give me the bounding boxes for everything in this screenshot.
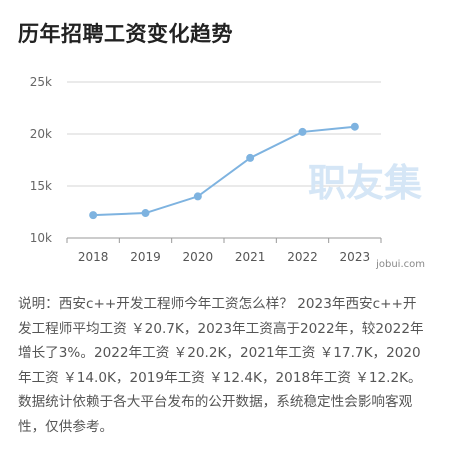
x-tick-label: 2021	[235, 250, 266, 264]
data-point	[89, 211, 98, 220]
data-point	[246, 153, 255, 162]
x-axis: 2018 2019 2020 2021 2022 2023	[66, 237, 382, 264]
data-point	[298, 127, 307, 136]
salary-series	[89, 122, 359, 220]
source-label: jobui.com	[375, 259, 425, 270]
x-tick-label: 2023	[340, 250, 371, 264]
watermark-text: 职友集	[308, 161, 422, 205]
data-point	[141, 209, 150, 218]
y-tick-label: 15k	[30, 179, 52, 193]
x-tick-label: 2022	[287, 250, 318, 264]
y-tick-label: 20k	[30, 127, 52, 141]
data-point	[193, 192, 202, 201]
y-axis-labels: 10k 15k 20k 25k	[30, 75, 52, 245]
x-tick-label: 2019	[130, 250, 161, 264]
description-text: 说明：西安c++开发工程师今年工资怎么样？ 2023年西安c++开发工程师平均工…	[18, 296, 424, 435]
series-line	[93, 125, 355, 217]
x-tick-label: 2018	[78, 250, 109, 264]
data-point	[350, 122, 359, 131]
x-tick-label: 2020	[183, 250, 214, 264]
y-tick-label: 10k	[30, 231, 52, 245]
chart-title: 历年招聘工资变化趋势	[18, 22, 233, 46]
salary-trend-chart: 10k 15k 20k 25k 2018 2019 2020 2021 2022 2023 职友…	[30, 75, 425, 270]
y-tick-label: 25k	[30, 75, 52, 89]
